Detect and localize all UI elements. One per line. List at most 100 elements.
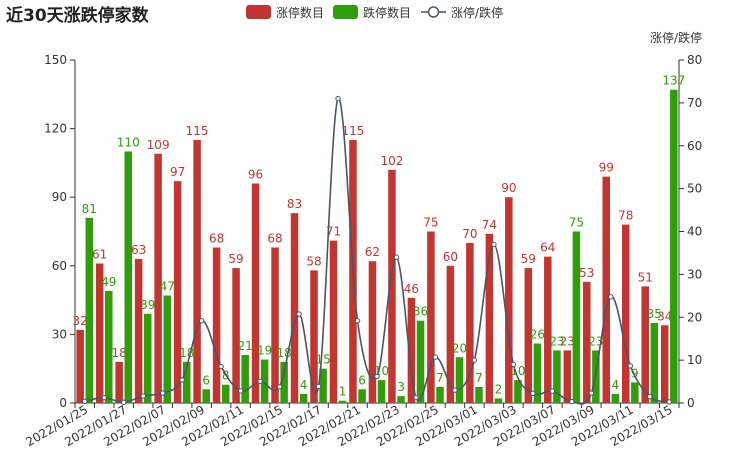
data-label-limit-down: 4 [612,378,620,392]
line-ratio-point [335,95,341,102]
line-ratio-point [198,318,205,324]
bar-limit-up [641,286,649,403]
data-label-limit-up: 59 [521,252,536,266]
data-label-limit-up: 90 [501,181,516,195]
data-label-limit-down: 47 [160,280,175,294]
data-label-limit-down: 3 [397,380,405,394]
data-label-limit-up: 99 [599,161,614,175]
bar-limit-up [388,169,396,403]
line-ratio-point [608,294,614,300]
data-label-limit-down: 110 [117,135,140,149]
data-label-limit-up: 115 [342,124,365,138]
data-label-limit-up: 58 [306,254,321,268]
bar-limit-up [466,242,474,403]
bar-limit-up [407,297,416,403]
line-ratio-point [432,354,439,360]
y2-tick-label: 60 [687,139,702,153]
line-ratio [84,97,670,405]
data-label-limit-up: 102 [380,154,403,168]
line-ratio-point [588,390,595,396]
y2-tick-label: 10 [687,353,702,367]
bar-limit-down [397,396,405,403]
bar-limit-up [427,231,435,403]
legend-ratio-label: 涨停/跌停 [451,5,503,20]
line-ratio-point [569,398,575,405]
bar-limit-down [514,380,522,403]
bar-limit-down [143,313,152,403]
bar-limit-down [221,384,230,403]
y-tick-label: 90 [52,190,67,204]
bar-limit-up [485,233,494,403]
data-label-limit-down: 7 [436,371,444,385]
bar-limit-down [572,231,581,403]
data-label-limit-up: 46 [404,282,419,296]
bar-limit-down [553,350,561,403]
data-label-limit-down: 20 [452,341,467,355]
y2-axis-label: 涨停/跌停 [650,30,702,45]
bar-limit-down [358,389,366,403]
line-ratio-point [237,388,244,394]
bar-limit-up [193,140,201,404]
data-label-limit-down: 6 [358,373,366,387]
bar-limit-up [271,247,279,403]
line-ratio-point [315,383,322,390]
data-label-limit-up: 74 [482,218,497,232]
line-ratio-point [647,394,653,400]
data-label-limit-up: 23 [560,334,575,348]
data-label-limit-down: 15 [315,353,330,367]
bar-limit-down [631,382,639,403]
bar-limit-down [338,400,347,403]
data-label-limit-down: 4 [300,378,308,392]
bar-limit-down [650,322,659,403]
data-label-limit-down: 39 [140,298,155,312]
line-ratio-point [452,387,458,393]
line-ratio-point [257,378,263,385]
bar-limit-down [377,380,386,403]
line-ratio-point [491,241,497,248]
bar-limit-down [299,393,308,403]
bar-limit-down [163,295,171,403]
y2-tick-label: 40 [687,225,702,239]
bar-limit-up [95,263,104,403]
data-label-limit-up: 109 [147,138,170,152]
legend-limit-down-label: 跌停数目 [363,5,411,20]
bar-limit-up [563,350,572,403]
bar-limit-down [475,386,483,403]
data-label-limit-up: 60 [443,250,458,264]
bar-limit-down [280,361,288,403]
data-label-limit-up: 63 [131,243,146,257]
data-label-limit-up: 83 [287,197,302,211]
bar-limit-down [202,389,210,403]
bar-limit-up [251,183,260,403]
data-label-limit-down: 137 [662,74,685,88]
data-label-limit-up: 59 [228,252,243,266]
data-label-limit-down: 7 [475,371,483,385]
legend-limit-up-swatch [246,5,271,19]
y-tick-label: 150 [44,53,67,67]
bar-limit-down [533,343,542,403]
data-label-limit-up: 64 [540,241,555,255]
bar-limit-up [76,329,84,403]
bar-limit-down [416,320,425,403]
data-label-limit-up: 53 [579,266,594,280]
y2-tick-label: 0 [687,396,695,410]
y2-tick-label: 30 [687,267,702,281]
data-label-limit-down: 75 [569,216,584,230]
data-label-limit-up: 75 [423,216,438,230]
bar-limit-down [124,151,133,403]
data-label-limit-up: 18 [112,346,127,360]
bar-limit-down [319,368,327,403]
bar-limit-down [85,217,94,403]
bar-limit-up [544,256,552,403]
line-ratio-point [140,393,146,399]
bar-limit-up [505,197,513,403]
bar-limit-up [446,265,455,403]
data-label-limit-up: 78 [618,209,633,223]
data-label-limit-down: 1 [339,385,347,399]
y-tick-label: 120 [44,122,67,136]
bar-limit-up [621,224,630,403]
bar-limit-down [611,393,620,403]
bar-limit-up [115,361,123,403]
bar-limit-down [260,359,269,403]
data-label-limit-up: 68 [267,232,282,246]
